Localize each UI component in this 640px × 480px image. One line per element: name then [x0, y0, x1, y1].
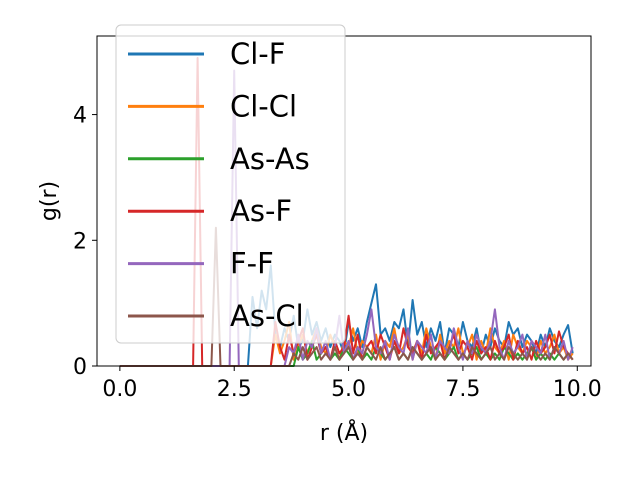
legend-label: As-As: [230, 142, 310, 176]
x-tick-label: 7.5: [445, 377, 480, 402]
legend-label: Cl-F: [230, 37, 285, 71]
x-axis-label: r (Å): [320, 419, 368, 446]
legend-label: As-F: [230, 194, 292, 228]
x-tick-label: 0.0: [102, 377, 137, 402]
legend-label: Cl-Cl: [230, 89, 297, 123]
y-tick-label: 4: [73, 104, 87, 129]
x-tick-label: 10.0: [553, 377, 602, 402]
y-tick-label: 0: [73, 355, 87, 380]
legend: Cl-F Cl-Cl As-As As-F F-F As-Cl: [115, 24, 346, 344]
legend-box: [115, 24, 346, 344]
y-axis-label: g(r): [37, 181, 62, 221]
x-tick-label: 2.5: [217, 377, 252, 402]
y-tick-label: 2: [73, 229, 87, 254]
legend-label: As-Cl: [230, 299, 304, 333]
legend-label: F-F: [230, 247, 274, 281]
ticks-layer: 0.0 2.5 5.0 7.5 10.0 0 2 4: [73, 104, 602, 402]
x-tick-label: 5.0: [331, 377, 366, 402]
